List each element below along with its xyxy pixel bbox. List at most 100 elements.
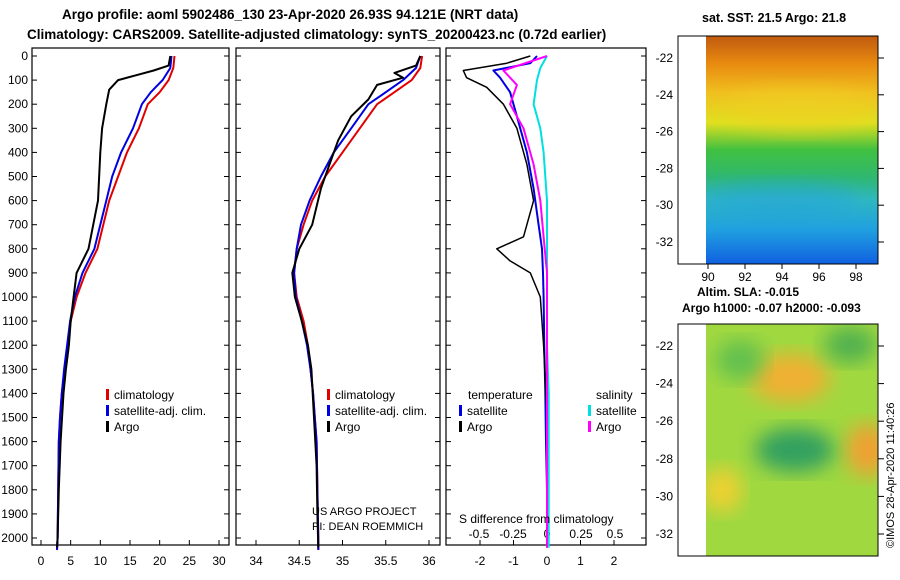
- figure-title-line1: Argo profile: aoml 5902486_130 23-Apr-20…: [62, 7, 519, 22]
- y-tick-label: 2000: [1, 531, 28, 545]
- legend-label-argo: Argo: [335, 420, 361, 434]
- sla-map-title-1: Altim. SLA: -0.015: [697, 285, 799, 299]
- legend-swatch-temp-argo: [459, 421, 462, 432]
- temperature-legend: climatology satellite-adj. clim. Argo: [106, 388, 206, 434]
- series-line-salinity-argo: [502, 55, 548, 548]
- series-line-satellite-adj-clim-: [56, 55, 173, 551]
- legend-label-sal-argo: Argo: [596, 420, 622, 434]
- y-tick-label: 100: [8, 73, 28, 87]
- temperature-x-tick-label: 20: [153, 554, 167, 568]
- y-tick-label: 400: [8, 145, 28, 159]
- y-tick-label: 700: [8, 218, 28, 232]
- legend-label-satellite-adj: satellite-adj. clim.: [335, 404, 427, 418]
- legend-swatch-temp-satellite: [459, 405, 462, 416]
- salinity-x-tick-label: 35: [336, 554, 350, 568]
- sst-map-title: sat. SST: 21.5 Argo: 21.8: [702, 11, 846, 25]
- y-tick-label: 900: [8, 266, 28, 280]
- legend-swatch-sal-satellite: [588, 405, 591, 416]
- salinity-x-tick-label: 34: [249, 554, 263, 568]
- series-line-argo: [291, 55, 422, 548]
- series-line-salinity-satellite: [532, 55, 550, 548]
- temperature-x-tick-label: 25: [183, 554, 197, 568]
- pi-credit: PI: DEAN ROEMMICH: [312, 521, 423, 533]
- sla-map-title-2: Argo h1000: -0.07 h2000: -0.093: [682, 301, 861, 315]
- y-tick-label: 1000: [1, 290, 28, 304]
- legend-label-temp-satellite: satellite: [467, 404, 508, 418]
- y-tick-label: 800: [8, 242, 28, 256]
- difference-salinity-tick-label: -0.5: [469, 527, 490, 541]
- temperature-x-tick-label: 30: [212, 554, 226, 568]
- series-line-climatology: [293, 55, 424, 550]
- difference-x-tick-label: 2: [611, 554, 618, 568]
- legend-swatch-climatology: [327, 389, 330, 400]
- legend-swatch-climatology: [106, 389, 109, 400]
- legend-label-satellite-adj: satellite-adj. clim.: [114, 404, 206, 418]
- map-y-tick-label: -22: [656, 51, 674, 65]
- difference-xlabel: S difference from climatology: [459, 512, 614, 526]
- difference-salinity-tick-label: 0.25: [569, 527, 593, 541]
- map-y-tick-label: -26: [656, 414, 674, 428]
- y-tick-label: 600: [8, 194, 28, 208]
- legend-label-climatology: climatology: [335, 388, 395, 402]
- sst-cool-patch: [706, 182, 860, 218]
- map-x-tick-label: 92: [738, 270, 752, 284]
- difference-x-tick-label: 1: [577, 554, 584, 568]
- map-y-tick-label: -22: [656, 339, 674, 353]
- y-tick-label: 1400: [1, 386, 28, 400]
- map-y-tick-label: -24: [656, 88, 674, 102]
- project-credit: US ARGO PROJECT: [312, 506, 417, 518]
- y-tick-label: 1200: [1, 338, 28, 352]
- salinity-x-tick-label: 36: [422, 554, 436, 568]
- legend-swatch-sal-argo: [588, 421, 591, 432]
- salinity-x-tick-label: 35.5: [374, 554, 398, 568]
- legend-swatch-satellite-adj: [106, 405, 109, 416]
- sla-high-2: [846, 424, 878, 476]
- legend-label-climatology: climatology: [114, 388, 174, 402]
- y-tick-label: 1300: [1, 362, 28, 376]
- sla-low-2: [824, 327, 876, 363]
- map-y-tick-label: -30: [656, 489, 674, 503]
- sla-low-3: [716, 340, 764, 380]
- legend-title-temperature: temperature: [468, 388, 533, 402]
- legend-label-argo: Argo: [114, 420, 140, 434]
- sst-warm-patch: [730, 88, 870, 132]
- temperature-x-tick-label: 0: [38, 554, 45, 568]
- sla-map-frame: [677, 323, 879, 557]
- figure-title-line2: Climatology: CARS2009. Satellite-adjuste…: [27, 27, 607, 42]
- legend-swatch-satellite-adj: [327, 405, 330, 416]
- sla-high-1: [750, 354, 830, 402]
- difference-x-tick-label: 0: [544, 554, 551, 568]
- y-tick-label: 1800: [1, 483, 28, 497]
- sla-map: Altim. SLA: -0.015 Argo h1000: -0.07 h20…: [656, 285, 897, 557]
- salinity-legend: climatology satellite-adj. clim. Argo US…: [312, 388, 427, 533]
- map-y-tick-label: -32: [656, 235, 674, 249]
- y-tick-label: 0: [21, 49, 28, 63]
- y-tick-label: 1700: [1, 459, 28, 473]
- map-y-tick-label: -32: [656, 527, 674, 541]
- difference-x-tick-label: -1: [508, 554, 519, 568]
- map-x-tick-label: 90: [701, 270, 715, 284]
- legend-label-sal-satellite: satellite: [596, 404, 637, 418]
- map-y-tick-label: -24: [656, 377, 674, 391]
- map-y-tick-label: -28: [656, 161, 674, 175]
- y-tick-label: 1500: [1, 411, 28, 425]
- legend-label-temp-argo: Argo: [467, 420, 493, 434]
- salinity-x-tick-label: 34.5: [288, 554, 312, 568]
- temperature-x-tick-label: 10: [94, 554, 108, 568]
- y-tick-label: 1100: [2, 314, 28, 328]
- sla-low-1: [755, 428, 835, 472]
- difference-legend: temperature salinity satellite Argo sate…: [459, 388, 637, 526]
- sst-field: [706, 36, 878, 264]
- temperature-x-tick-label: 15: [123, 554, 137, 568]
- y-tick-label: 200: [8, 97, 28, 111]
- sst-map: sat. SST: 21.5 Argo: 21.8 -22 -24 -26 -28 -3…: [656, 11, 884, 284]
- sla-high-3: [706, 468, 742, 512]
- series-line-argo: [56, 55, 172, 548]
- map-x-tick-label: 98: [849, 270, 863, 284]
- legend-title-salinity: salinity: [596, 388, 633, 402]
- map-y-tick-label: -30: [656, 198, 674, 212]
- y-tick-label: 1900: [1, 507, 28, 521]
- difference-salinity-tick-label: -0.25: [499, 527, 527, 541]
- y-tick-label: 1600: [1, 435, 28, 449]
